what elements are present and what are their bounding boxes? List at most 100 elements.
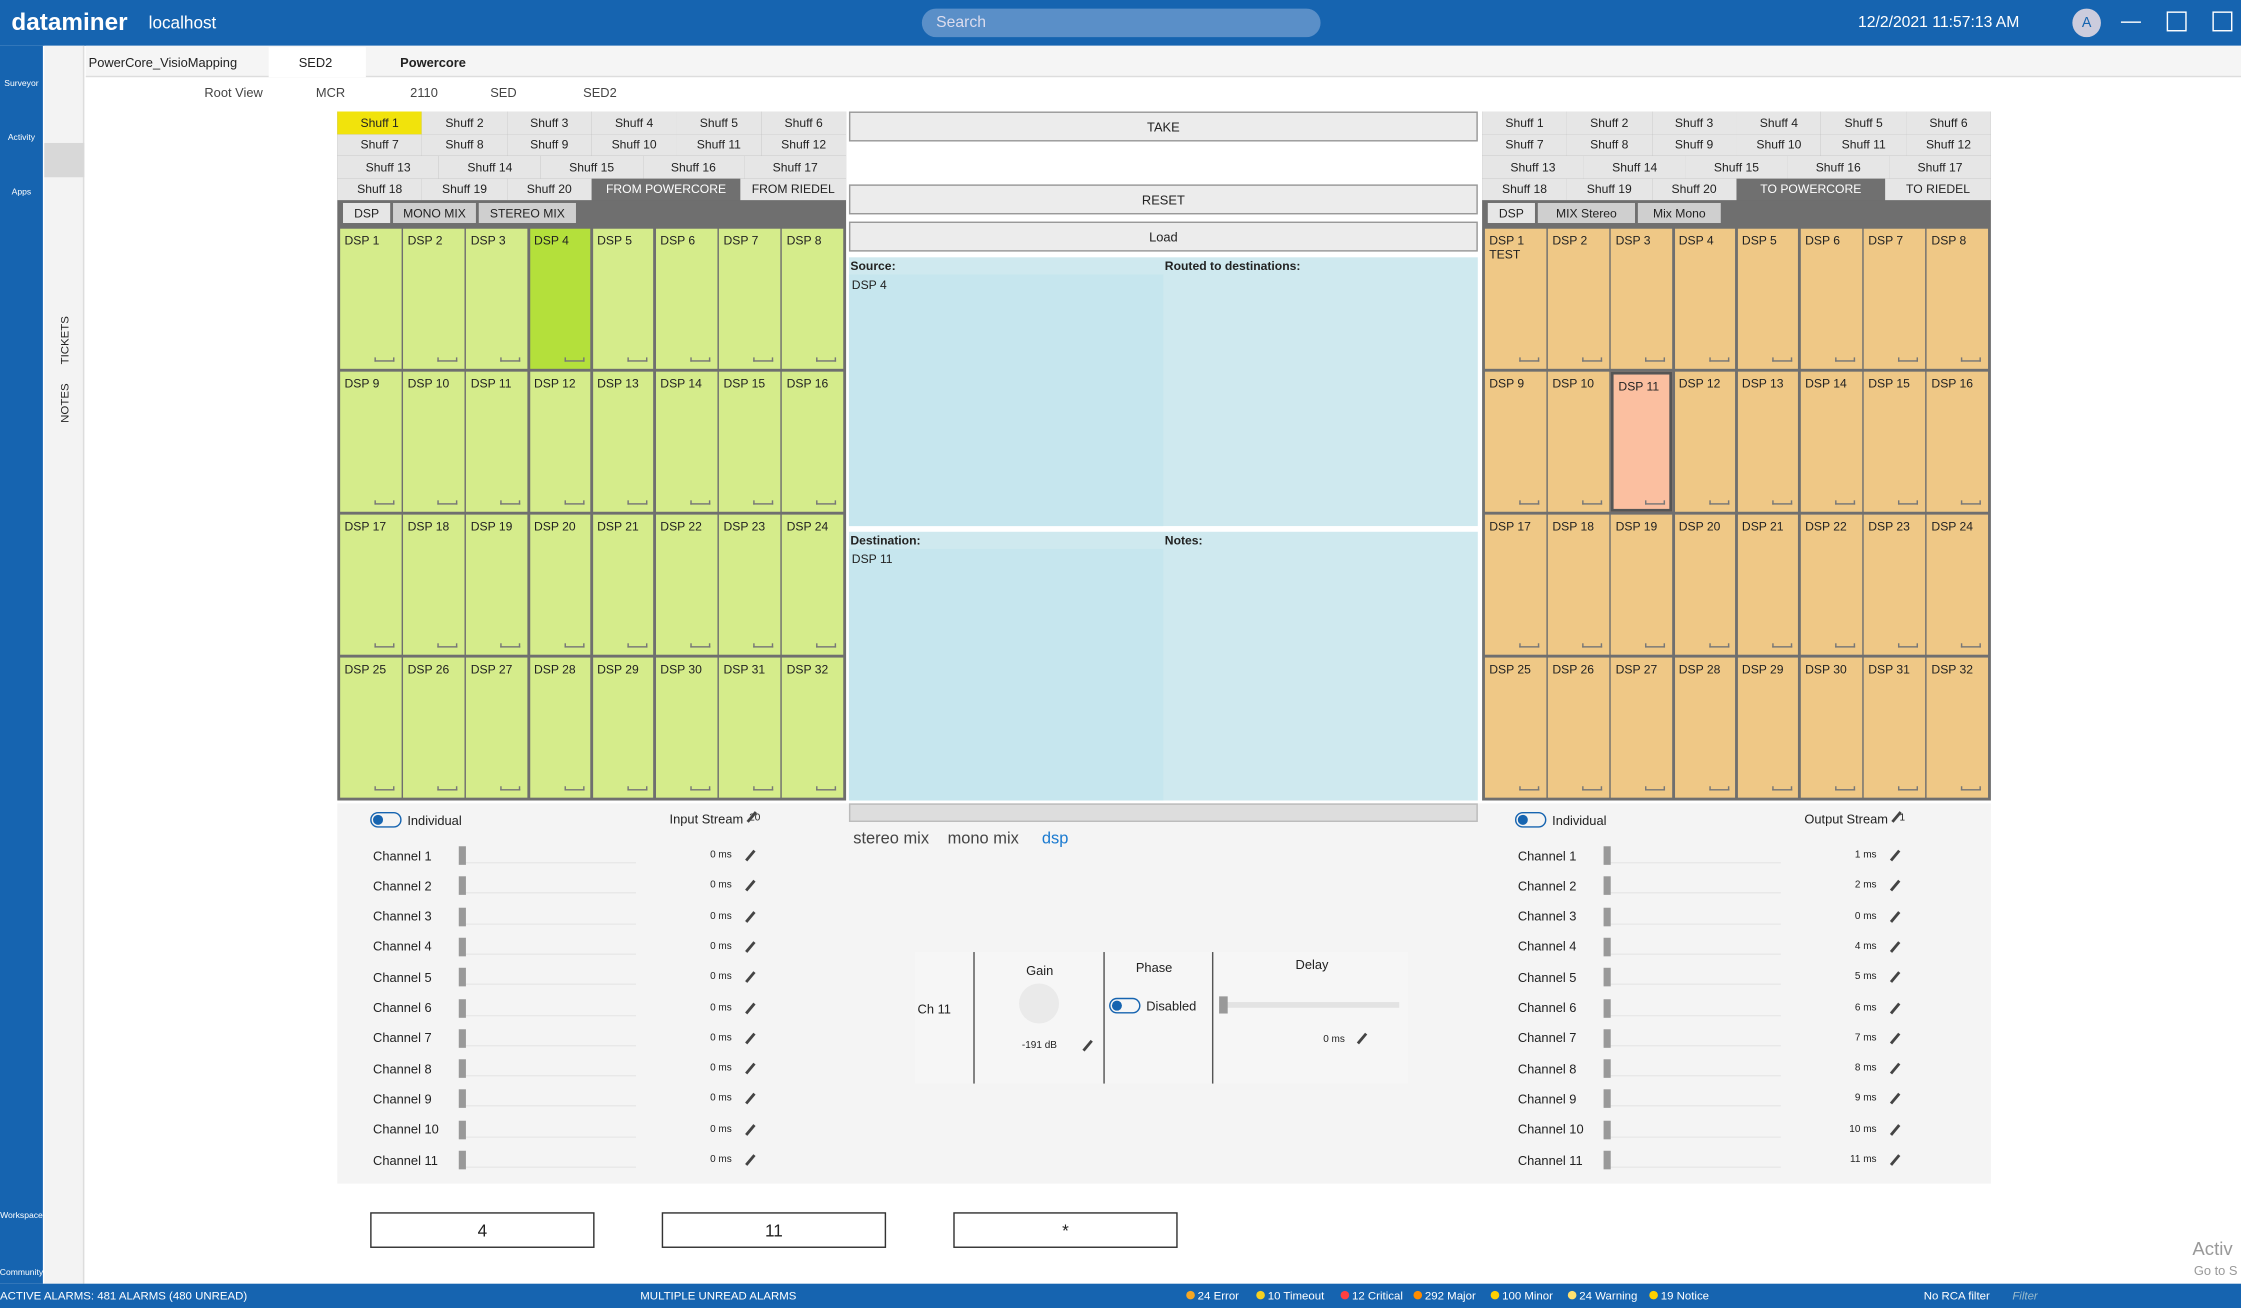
dsp-tile[interactable]: DSP 22 bbox=[1800, 514, 1862, 655]
dsp-tile[interactable]: DSP 28 bbox=[529, 657, 591, 798]
window-btn[interactable] bbox=[2212, 11, 2233, 32]
slider-thumb[interactable] bbox=[1603, 1059, 1611, 1078]
destination-list[interactable]: DSP 11 bbox=[848, 548, 1164, 801]
sidebar-item[interactable]: Workspace bbox=[0, 1212, 43, 1221]
breadcrumb-item[interactable]: SED bbox=[490, 85, 517, 101]
dsp-tile[interactable]: DSP 27 bbox=[466, 657, 528, 798]
side-tab[interactable]: TICKETS bbox=[57, 316, 71, 365]
delay-slider[interactable] bbox=[1221, 1002, 1400, 1008]
slider-thumb[interactable] bbox=[1603, 1120, 1611, 1139]
shuff-button[interactable]: Shuff 2 bbox=[422, 111, 507, 134]
scrollbar[interactable] bbox=[848, 803, 1478, 822]
slider-thumb[interactable] bbox=[1603, 998, 1611, 1018]
route-tab[interactable]: FROM POWERCORE bbox=[591, 177, 741, 201]
slider-thumb[interactable] bbox=[458, 1089, 466, 1109]
shuff-button[interactable]: Shuff 11 bbox=[1821, 133, 1907, 156]
action-button[interactable]: TAKE bbox=[848, 111, 1478, 142]
shuff-button[interactable]: Shuff 8 bbox=[1566, 133, 1652, 156]
dsp-tile[interactable]: DSP 14 bbox=[656, 371, 717, 512]
tab-label[interactable]: PowerCore_VisioMapping bbox=[88, 55, 238, 70]
dsp-tile[interactable]: DSP 15 bbox=[719, 371, 780, 512]
dsp-tile[interactable]: DSP 4 bbox=[1674, 228, 1736, 369]
dsp-tile[interactable]: DSP 12 bbox=[1674, 371, 1736, 512]
dsp-tile[interactable]: DSP 2 bbox=[1548, 228, 1609, 369]
shuff-button[interactable]: Shuff 12 bbox=[761, 133, 847, 156]
dsp-tile[interactable]: DSP 11 bbox=[1611, 371, 1673, 512]
dsp-tile[interactable]: DSP 3 bbox=[1611, 228, 1673, 369]
sub-tab[interactable]: MIX Stereo bbox=[1537, 202, 1636, 224]
dsp-tile[interactable]: DSP 18 bbox=[1548, 514, 1609, 655]
sub-tab[interactable]: DSP bbox=[1487, 202, 1535, 224]
avatar[interactable]: A bbox=[2072, 8, 2101, 38]
toggle[interactable] bbox=[1514, 811, 1547, 828]
gain-knob[interactable] bbox=[1019, 983, 1060, 1024]
input-field[interactable]: 11 bbox=[661, 1212, 887, 1248]
shuff-button[interactable]: Shuff 15 bbox=[1685, 155, 1788, 178]
dsp-tile[interactable]: DSP 17 bbox=[340, 514, 401, 655]
dsp-tile[interactable]: DSP 23 bbox=[719, 514, 780, 655]
shuff-button[interactable]: Shuff 17 bbox=[1889, 155, 1991, 178]
sub-tab[interactable]: STEREO MIX bbox=[478, 202, 576, 224]
dsp-tile[interactable]: DSP 32 bbox=[1927, 657, 1988, 798]
dsp-tile[interactable]: DSP 28 bbox=[1674, 657, 1736, 798]
dsp-tile[interactable]: DSP 6 bbox=[1800, 228, 1862, 369]
breadcrumb-item[interactable]: 2110 bbox=[410, 85, 438, 101]
dsp-tile[interactable]: DSP 29 bbox=[1737, 657, 1799, 798]
shuff-button[interactable]: Shuff 16 bbox=[642, 155, 745, 178]
route-tab[interactable]: TO RIEDEL bbox=[1885, 177, 1991, 201]
dsp-tile[interactable]: DSP 9 bbox=[340, 371, 401, 512]
input-field[interactable]: * bbox=[953, 1212, 1178, 1248]
shuff-button[interactable]: Shuff 16 bbox=[1787, 155, 1890, 178]
source-list[interactable]: DSP 4 bbox=[848, 274, 1164, 527]
dsp-tile[interactable]: DSP 1 bbox=[1484, 228, 1546, 369]
mode-tab[interactable]: dsp bbox=[1041, 830, 1069, 848]
slider-thumb[interactable] bbox=[458, 846, 466, 865]
input-field[interactable]: 4 bbox=[370, 1212, 595, 1248]
dsp-tile[interactable]: DSP 19 bbox=[1611, 514, 1673, 655]
tab[interactable] bbox=[268, 47, 366, 78]
dsp-tile[interactable]: DSP 18 bbox=[403, 514, 465, 655]
dsp-tile[interactable]: DSP 25 bbox=[1484, 657, 1546, 798]
status-count[interactable]: 10 Timeout bbox=[1267, 1289, 1325, 1303]
action-button[interactable]: RESET bbox=[848, 184, 1478, 215]
shuff-button[interactable]: Shuff 9 bbox=[506, 133, 592, 156]
dsp-tile[interactable]: DSP 10 bbox=[403, 371, 465, 512]
toggle[interactable] bbox=[370, 811, 402, 828]
shuff-button[interactable]: Shuff 20 bbox=[506, 177, 592, 201]
dsp-tile[interactable]: DSP 22 bbox=[656, 514, 717, 655]
dsp-tile[interactable]: DSP 13 bbox=[592, 371, 654, 512]
tab-label[interactable]: SED2 bbox=[298, 55, 333, 70]
dsp-tile[interactable]: DSP 3 bbox=[466, 228, 528, 369]
dsp-tile[interactable]: DSP 16 bbox=[1927, 371, 1988, 512]
slider-thumb[interactable] bbox=[1603, 1089, 1611, 1109]
dsp-tile[interactable]: DSP 30 bbox=[656, 657, 717, 798]
shuff-button[interactable]: Shuff 9 bbox=[1651, 133, 1737, 156]
status-count[interactable]: 100 Minor bbox=[1502, 1289, 1553, 1303]
sidebar-item[interactable]: Surveyor bbox=[4, 80, 39, 89]
sub-tab[interactable]: Mix Mono bbox=[1637, 202, 1721, 224]
filter-input[interactable]: Filter bbox=[2012, 1289, 2038, 1303]
shuff-button[interactable]: Shuff 18 bbox=[1482, 177, 1567, 201]
shuff-button[interactable]: Shuff 3 bbox=[1651, 111, 1737, 134]
shuff-button[interactable]: Shuff 10 bbox=[591, 133, 677, 156]
slider-thumb[interactable] bbox=[1603, 1028, 1611, 1048]
slider-thumb[interactable] bbox=[1603, 937, 1611, 957]
dsp-tile[interactable]: DSP 7 bbox=[1863, 228, 1925, 369]
dsp-tile[interactable]: DSP 32 bbox=[782, 657, 844, 798]
slider-thumb[interactable] bbox=[1603, 876, 1611, 896]
dsp-tile[interactable]: DSP 14 bbox=[1800, 371, 1862, 512]
dsp-tile[interactable]: DSP 26 bbox=[403, 657, 465, 798]
shuff-button[interactable]: Shuff 19 bbox=[1566, 177, 1652, 201]
dsp-tile[interactable]: DSP 17 bbox=[1484, 514, 1546, 655]
dsp-tile[interactable]: DSP 1 bbox=[340, 228, 401, 369]
slider-thumb[interactable] bbox=[458, 1120, 466, 1139]
action-button[interactable]: Load bbox=[848, 221, 1478, 252]
dsp-tile[interactable]: DSP 29 bbox=[592, 657, 654, 798]
shuff-button[interactable]: Shuff 12 bbox=[1906, 133, 1991, 156]
dsp-tile[interactable]: DSP 12 bbox=[529, 371, 591, 512]
shuff-button[interactable]: Shuff 4 bbox=[591, 111, 677, 134]
status-count[interactable]: 24 Warning bbox=[1579, 1289, 1638, 1303]
dsp-tile[interactable]: DSP 13 bbox=[1737, 371, 1799, 512]
shuff-button[interactable]: Shuff 14 bbox=[1583, 155, 1686, 178]
slider-thumb[interactable] bbox=[1603, 968, 1611, 987]
